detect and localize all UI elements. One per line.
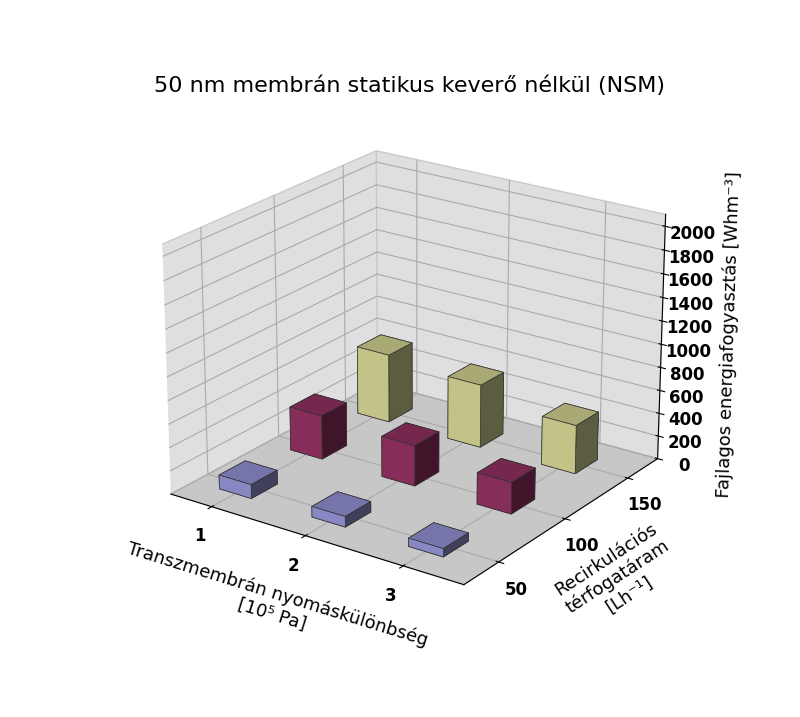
Title: 50 nm membrán statikus keverő nélkül (NSM): 50 nm membrán statikus keverő nélkül (NS… bbox=[154, 76, 666, 96]
Y-axis label: Recirkulációs
térfogatáram
[Lh⁻¹]: Recirkulációs térfogatáram [Lh⁻¹] bbox=[551, 519, 684, 635]
X-axis label: Transzmembrán nyomáskülönbség
[10⁵ Pa]: Transzmembrán nyomáskülönbség [10⁵ Pa] bbox=[119, 539, 430, 669]
